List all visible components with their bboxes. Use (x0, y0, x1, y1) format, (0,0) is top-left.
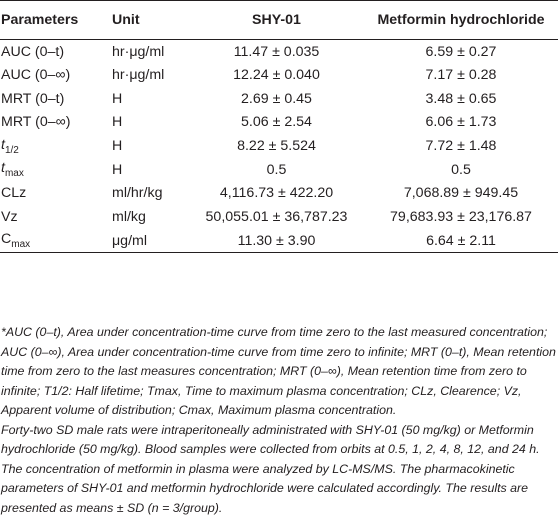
unit-cell: hr·μg/ml (112, 40, 189, 64)
shy01-value-cell: 0.5 (189, 158, 364, 182)
metformin-value-cell: 6.59 ± 0.27 (364, 40, 558, 64)
metformin-value-cell: 3.48 ± 0.65 (364, 87, 558, 111)
shy01-value-cell: 8.22 ± 5.524 (189, 134, 364, 158)
shy01-value-cell: 50,055.01 ± 36,787.23 (189, 205, 364, 229)
unit-cell: H (112, 87, 189, 111)
metformin-value-cell: 7.72 ± 1.48 (364, 134, 558, 158)
unit-cell: ml/kg (112, 205, 189, 229)
param-subscript: 1/2 (5, 145, 19, 156)
unit-cell: μg/ml (112, 229, 189, 253)
param-cell: Vz (0, 205, 112, 229)
table-header-row: Parameters Unit SHY-01 Metformin hydroch… (0, 1, 558, 40)
unit-cell: H (112, 134, 189, 158)
metformin-value-cell: 7,068.89 ± 949.45 (364, 182, 558, 206)
table-footnotes: *AUC (0–t), Area under concentration-tim… (1, 323, 557, 518)
param-cell: t1/2 (0, 134, 112, 158)
table-figure: Parameters Unit SHY-01 Metformin hydroch… (0, 0, 558, 481)
shy01-value-cell: 11.30 ± 3.90 (189, 229, 364, 253)
param-cell: AUC (0–∞) (0, 63, 112, 87)
metformin-value-cell: 6.64 ± 2.11 (364, 229, 558, 253)
metformin-value-cell: 0.5 (364, 158, 558, 182)
shy01-value-cell: 4,116.73 ± 422.20 (189, 182, 364, 206)
shy01-value-cell: 2.69 ± 0.45 (189, 87, 364, 111)
shy01-value-cell: 12.24 ± 0.040 (189, 63, 364, 87)
param-cell: MRT (0–∞) (0, 111, 112, 135)
unit-cell: ml/hr/kg (112, 182, 189, 206)
param-cell: AUC (0–t) (0, 40, 112, 64)
unit-cell: H (112, 158, 189, 182)
abbreviations-note: *AUC (0–t), Area under concentration-tim… (1, 323, 557, 421)
header-unit: Unit (112, 1, 189, 40)
metformin-value-cell: 79,683.93 ± 23,176.87 (364, 205, 558, 229)
header-shy01: SHY-01 (189, 1, 364, 40)
param-symbol: C (1, 231, 11, 247)
metformin-value-cell: 7.17 ± 0.28 (364, 63, 558, 87)
unit-cell: H (112, 111, 189, 135)
shy01-value-cell: 11.47 ± 0.035 (189, 40, 364, 64)
param-cell: Cmax (0, 229, 112, 253)
shy01-value-cell: 5.06 ± 2.54 (189, 111, 364, 135)
unit-cell: hr·μg/ml (112, 63, 189, 87)
header-metformin: Metformin hydrochloride (364, 1, 558, 40)
param-cell: CLz (0, 182, 112, 206)
pharmacokinetics-table: Parameters Unit SHY-01 Metformin hydroch… (0, 0, 558, 253)
methods-note: Forty-two SD male rats were intraperiton… (1, 421, 557, 518)
metformin-value-cell: 6.06 ± 1.73 (364, 111, 558, 135)
header-parameters: Parameters (0, 1, 112, 40)
param-subscript: max (11, 239, 30, 250)
param-cell: tmax (0, 158, 112, 182)
param-subscript: max (5, 168, 24, 179)
param-cell: MRT (0–t) (0, 87, 112, 111)
